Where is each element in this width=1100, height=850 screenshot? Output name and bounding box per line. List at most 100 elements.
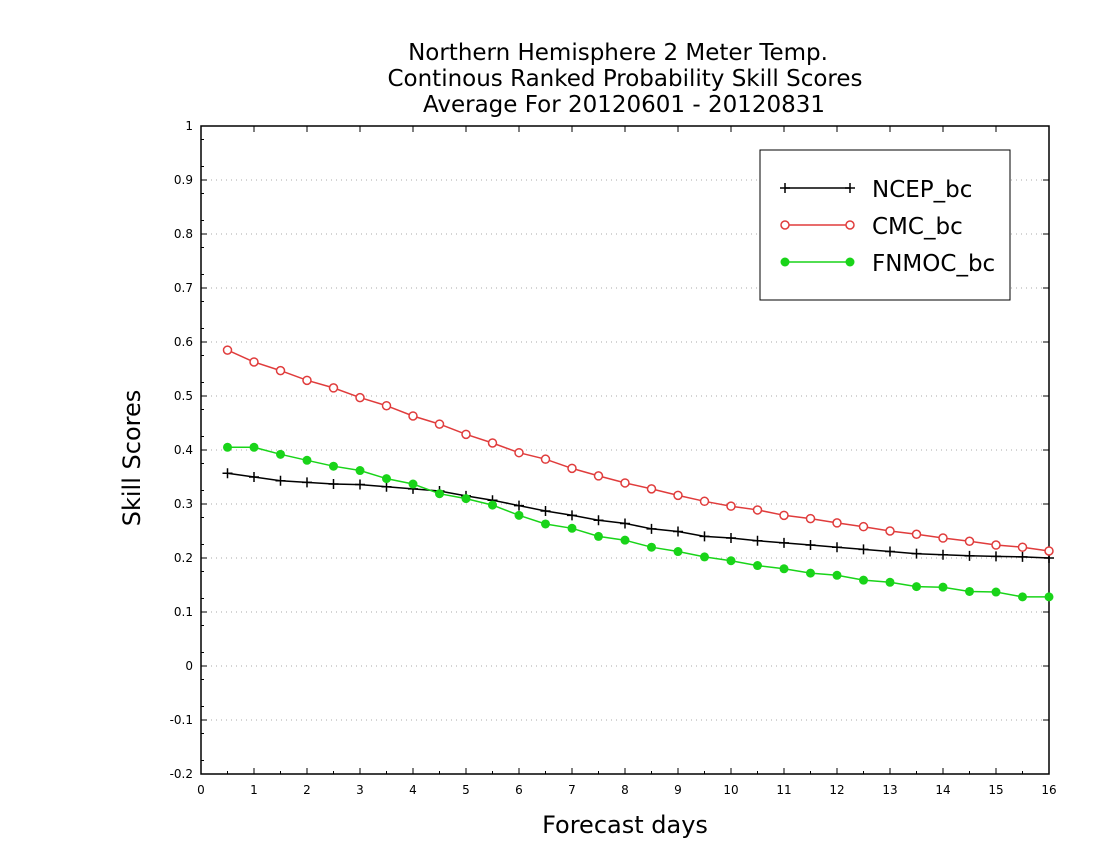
legend-marker xyxy=(780,257,790,267)
legend-label: NCEP_bc xyxy=(872,177,972,203)
data-point-cmc-bc xyxy=(991,540,1001,550)
y-tick-label: 0.9 xyxy=(174,173,193,187)
data-point-fnmoc-bc xyxy=(302,455,312,465)
data-point-ncep-bc xyxy=(858,544,869,555)
data-point-cmc-bc xyxy=(1017,542,1028,552)
data-point-cmc-bc xyxy=(779,510,789,521)
data-point-cmc-bc xyxy=(487,438,498,448)
legend-item-ncep-bc: NCEP_bc xyxy=(780,177,972,203)
data-point-fnmoc-bc xyxy=(912,582,921,592)
data-point-ncep-bc xyxy=(699,531,710,542)
data-point-ncep-bc xyxy=(832,542,842,553)
data-point-ncep-bc xyxy=(540,506,551,517)
data-point-fnmoc-bc xyxy=(435,489,444,499)
data-point-fnmoc-bc xyxy=(620,535,630,545)
legend-label: CMC_bc xyxy=(872,214,963,240)
data-point-cmc-bc xyxy=(408,411,418,421)
data-point-fnmoc-bc xyxy=(514,510,524,520)
data-point-cmc-bc xyxy=(593,471,604,481)
data-point-fnmoc-bc xyxy=(488,500,497,510)
chart-title: Northern Hemisphere 2 Meter Temp. Contin… xyxy=(387,40,862,118)
data-point-cmc-bc xyxy=(355,392,365,403)
data-point-ncep-bc xyxy=(222,468,233,479)
data-point-fnmoc-bc xyxy=(1018,592,1027,602)
y-tick-label: 1 xyxy=(185,119,193,133)
data-point-fnmoc-bc xyxy=(541,519,550,529)
data-point-fnmoc-bc xyxy=(885,577,895,587)
data-point-ncep-bc xyxy=(991,551,1001,562)
y-tick-label: -0.2 xyxy=(170,767,193,781)
data-point-ncep-bc xyxy=(381,481,392,492)
title-line-3: Average For 20120601 - 20120831 xyxy=(423,92,825,118)
data-point-ncep-bc xyxy=(673,526,683,537)
data-point-cmc-bc xyxy=(726,501,736,511)
legend-marker xyxy=(780,183,790,193)
x-tick-label: 6 xyxy=(515,783,523,797)
data-point-cmc-bc xyxy=(699,496,710,507)
y-tick-label: 0.6 xyxy=(174,335,193,349)
data-point-fnmoc-bc xyxy=(276,449,285,459)
data-point-ncep-bc xyxy=(885,546,895,557)
data-point-fnmoc-bc xyxy=(355,466,365,476)
series-layer xyxy=(222,345,1054,602)
y-tick-label: 0.1 xyxy=(174,605,193,619)
y-tick-label: 0 xyxy=(185,659,193,673)
y-tick-label: 0.3 xyxy=(174,497,193,511)
data-point-cmc-bc xyxy=(832,518,842,528)
data-point-cmc-bc xyxy=(249,357,259,367)
data-point-cmc-bc xyxy=(381,400,392,411)
legend-item-cmc-bc: CMC_bc xyxy=(780,214,963,240)
data-point-cmc-bc xyxy=(885,526,895,536)
x-tick-label: 0 xyxy=(197,783,205,797)
legend-marker xyxy=(845,183,855,193)
data-point-fnmoc-bc xyxy=(1044,592,1054,602)
data-point-ncep-bc xyxy=(805,540,816,551)
data-point-ncep-bc xyxy=(938,549,948,560)
data-point-ncep-bc xyxy=(328,479,339,490)
data-point-ncep-bc xyxy=(646,523,657,534)
legend-marker xyxy=(845,257,855,267)
data-point-ncep-bc xyxy=(911,548,922,559)
data-point-fnmoc-bc xyxy=(461,494,471,504)
data-point-cmc-bc xyxy=(540,454,551,464)
data-point-cmc-bc xyxy=(302,375,312,386)
data-point-fnmoc-bc xyxy=(991,587,1001,597)
data-point-fnmoc-bc xyxy=(647,542,656,552)
data-point-fnmoc-bc xyxy=(832,570,842,580)
data-point-ncep-bc xyxy=(355,479,365,490)
data-point-fnmoc-bc xyxy=(673,547,683,557)
data-point-fnmoc-bc xyxy=(700,552,709,562)
x-tick-label: 14 xyxy=(935,783,950,797)
y-tick-label: 0.4 xyxy=(174,443,193,457)
y-tick-label: 0.7 xyxy=(174,281,193,295)
x-axis-title: Forecast days xyxy=(542,811,708,839)
x-tick-label: 10 xyxy=(723,783,738,797)
series-line-cmc-bc xyxy=(227,349,1050,552)
x-tick-label: 4 xyxy=(409,783,417,797)
x-tick-label: 2 xyxy=(303,783,311,797)
data-point-cmc-bc xyxy=(1044,546,1054,556)
data-point-cmc-bc xyxy=(275,365,286,376)
data-point-ncep-bc xyxy=(275,475,286,486)
x-tick-label: 9 xyxy=(674,783,682,797)
x-tick-label: 15 xyxy=(988,783,1003,797)
x-tick-label: 7 xyxy=(568,783,576,797)
data-point-fnmoc-bc xyxy=(965,586,974,596)
data-point-ncep-bc xyxy=(779,537,789,548)
data-point-ncep-bc xyxy=(593,515,604,526)
data-point-cmc-bc xyxy=(514,447,524,458)
x-tick-label: 12 xyxy=(829,783,844,797)
data-point-fnmoc-bc xyxy=(567,523,577,533)
data-point-fnmoc-bc xyxy=(223,442,232,452)
y-tick-label: -0.1 xyxy=(170,713,193,727)
legend-item-fnmoc-bc: FNMOC_bc xyxy=(780,251,995,277)
legend-label: FNMOC_bc xyxy=(872,251,995,277)
data-point-cmc-bc xyxy=(222,345,233,355)
data-point-ncep-bc xyxy=(620,518,630,529)
x-tick-label: 11 xyxy=(776,783,791,797)
data-point-cmc-bc xyxy=(964,536,975,547)
legend-marker xyxy=(780,220,790,230)
data-point-cmc-bc xyxy=(858,521,869,532)
y-axis-title: Skill Scores xyxy=(118,390,146,527)
data-point-cmc-bc xyxy=(805,513,816,524)
